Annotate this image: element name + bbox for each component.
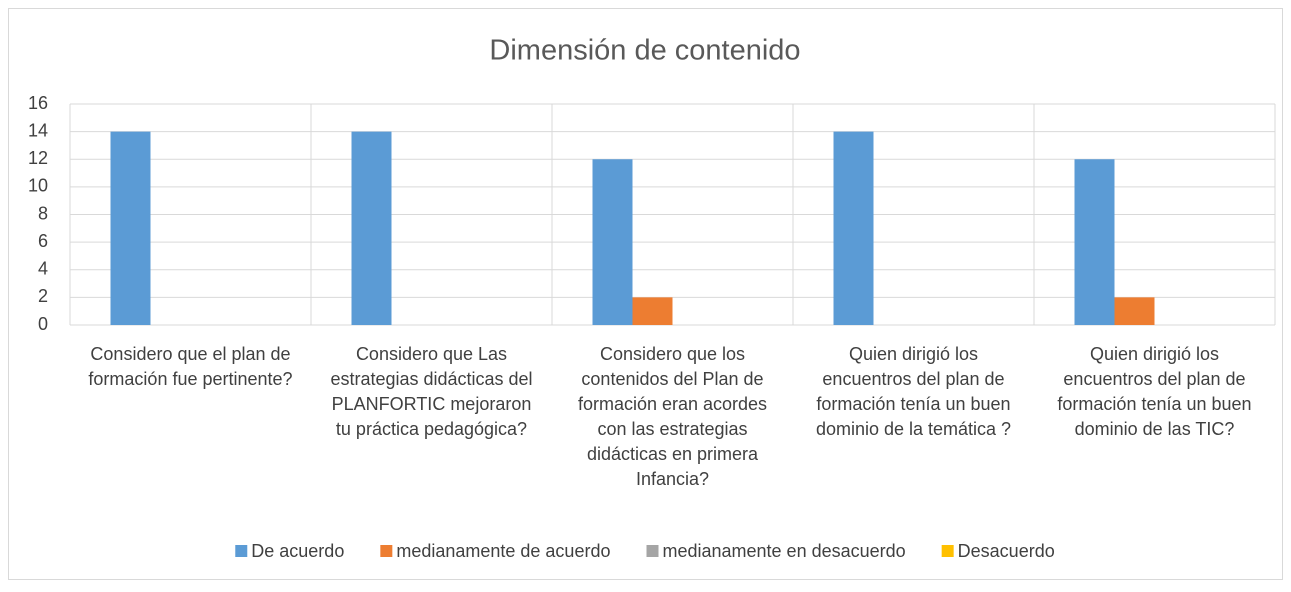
legend-swatch — [941, 545, 954, 557]
y-tick-label: 10 — [28, 176, 48, 196]
bar — [592, 159, 633, 325]
legend-swatch — [380, 545, 393, 557]
bar — [833, 131, 874, 325]
legend-label: medianamente en desacuerdo — [662, 541, 905, 561]
x-tick-label: Considero que Las estrategias didácticas… — [330, 344, 533, 439]
legend-label: medianamente de acuerdo — [396, 541, 610, 561]
x-tick-label: Quien dirigió los encuentros del plan de… — [1057, 344, 1252, 439]
chart-title: Dimensión de contenido — [489, 35, 800, 67]
y-tick-label: 4 — [38, 259, 48, 279]
bar — [632, 297, 673, 325]
y-tick-label: 16 — [28, 93, 48, 113]
y-tick-label: 6 — [38, 231, 48, 251]
bar — [110, 131, 151, 325]
y-tick-label: 0 — [38, 314, 48, 334]
x-tick-label: Considero que el plan de formación fue p… — [88, 344, 293, 389]
legend-label: Desacuerdo — [958, 541, 1055, 561]
legend-swatch — [646, 545, 659, 557]
y-tick-label: 14 — [28, 120, 48, 140]
bar — [1074, 159, 1115, 325]
y-tick-label: 8 — [38, 203, 48, 223]
x-tick-label: Quien dirigió los encuentros del plan de… — [815, 344, 1012, 439]
y-tick-label: 12 — [28, 148, 48, 168]
y-tick-label: 2 — [38, 286, 48, 306]
bar — [1114, 297, 1155, 325]
x-tick-label: Considero que los contenidos del Plan de… — [577, 344, 768, 489]
legend-label: De acuerdo — [251, 541, 344, 561]
legend-swatch — [235, 545, 248, 557]
bar — [351, 131, 392, 325]
